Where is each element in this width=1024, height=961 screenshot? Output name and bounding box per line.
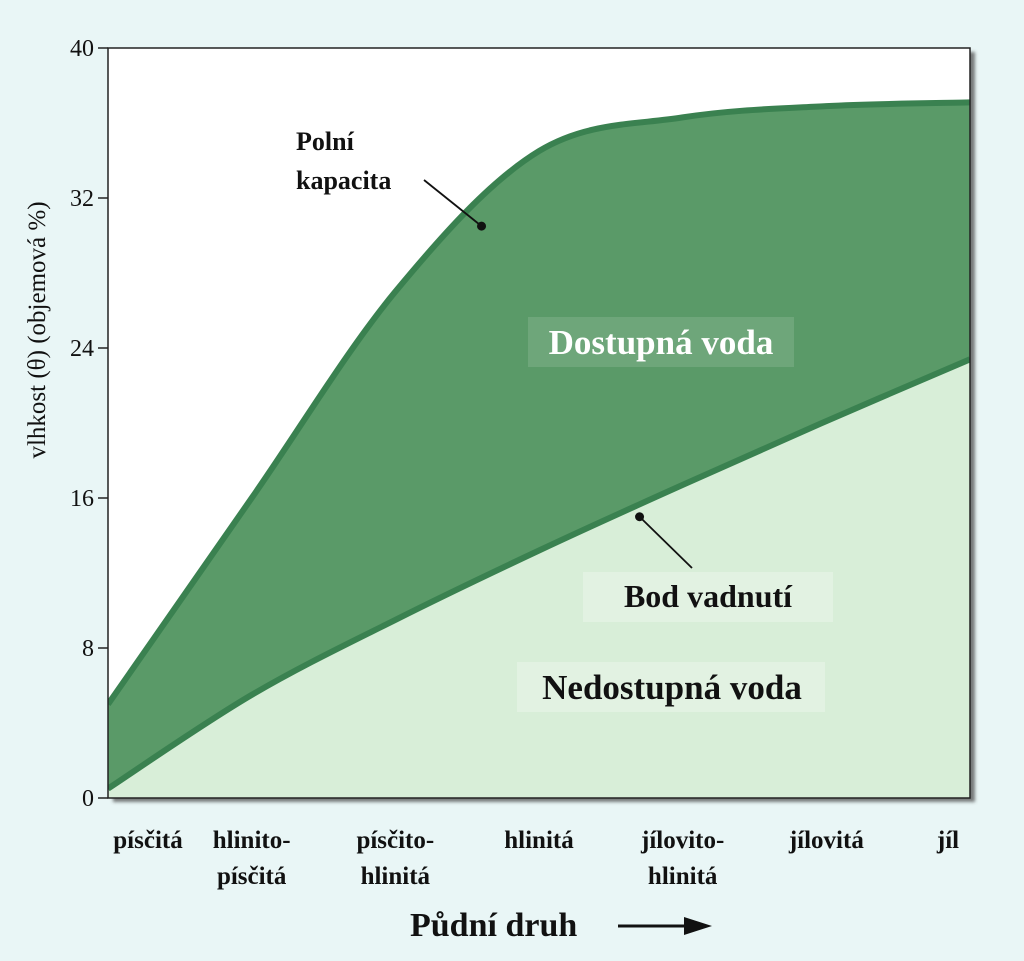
wilting-point-label: Bod vadnutí — [624, 578, 793, 614]
field-capacity-pointer — [423, 179, 483, 227]
field-capacity-point — [477, 221, 487, 231]
wilting-point-line — [108, 356, 970, 792]
x-category-label: jílovitá — [788, 827, 864, 854]
field-capacity-line — [108, 99, 970, 707]
y-tick-label: 16 — [70, 486, 94, 512]
field-capacity-annotation: Polní kapacita — [296, 127, 487, 231]
wilting-point-pointer — [638, 516, 693, 569]
arrow-right-icon — [618, 917, 712, 935]
plot-frame — [107, 47, 971, 799]
field-capacity-label-line2: kapacita — [296, 166, 391, 195]
x-axis: písčitá hlinito-písčitá písčito-hlinitá hli… — [113, 827, 959, 890]
unavailable-water-label-group: Nedostupná voda — [517, 662, 825, 712]
x-category-label: jíl — [936, 827, 959, 854]
wilting-point-label-box — [583, 572, 833, 622]
x-category-label: písčitá — [113, 827, 183, 854]
y-tick-label: 32 — [70, 186, 94, 212]
wilting-point-annotation: Bod vadnutí — [583, 512, 833, 622]
x-category-label: hlinitá — [504, 827, 574, 854]
y-tick-label: 8 — [82, 636, 94, 662]
unavailable-water-label-box — [517, 662, 825, 712]
available-water-label-box — [528, 317, 794, 367]
y-tick-label: 24 — [70, 336, 94, 362]
available-water-label: Dostupná voda — [549, 323, 774, 362]
x-axis-label: Půdní druh — [410, 907, 577, 944]
y-axis-label: vlhkost (θ) (objemová %) — [24, 201, 51, 458]
x-category-label: jílovito-hlinitá — [640, 827, 724, 890]
field-capacity-label-line1: Polní — [296, 127, 355, 156]
y-tick-label: 0 — [82, 786, 94, 812]
available-water-area — [108, 102, 970, 789]
y-tick-label: 40 — [70, 36, 94, 62]
available-water-label-group: Dostupná voda — [528, 317, 794, 367]
y-axis: 0 8 16 24 32 40 — [70, 36, 108, 812]
unavailable-water-label: Nedostupná voda — [542, 668, 802, 707]
wilting-point-point — [635, 512, 645, 522]
x-category-label: písčito-hlinitá — [356, 827, 434, 890]
x-category-label: hlinito-písčitá — [213, 827, 291, 890]
